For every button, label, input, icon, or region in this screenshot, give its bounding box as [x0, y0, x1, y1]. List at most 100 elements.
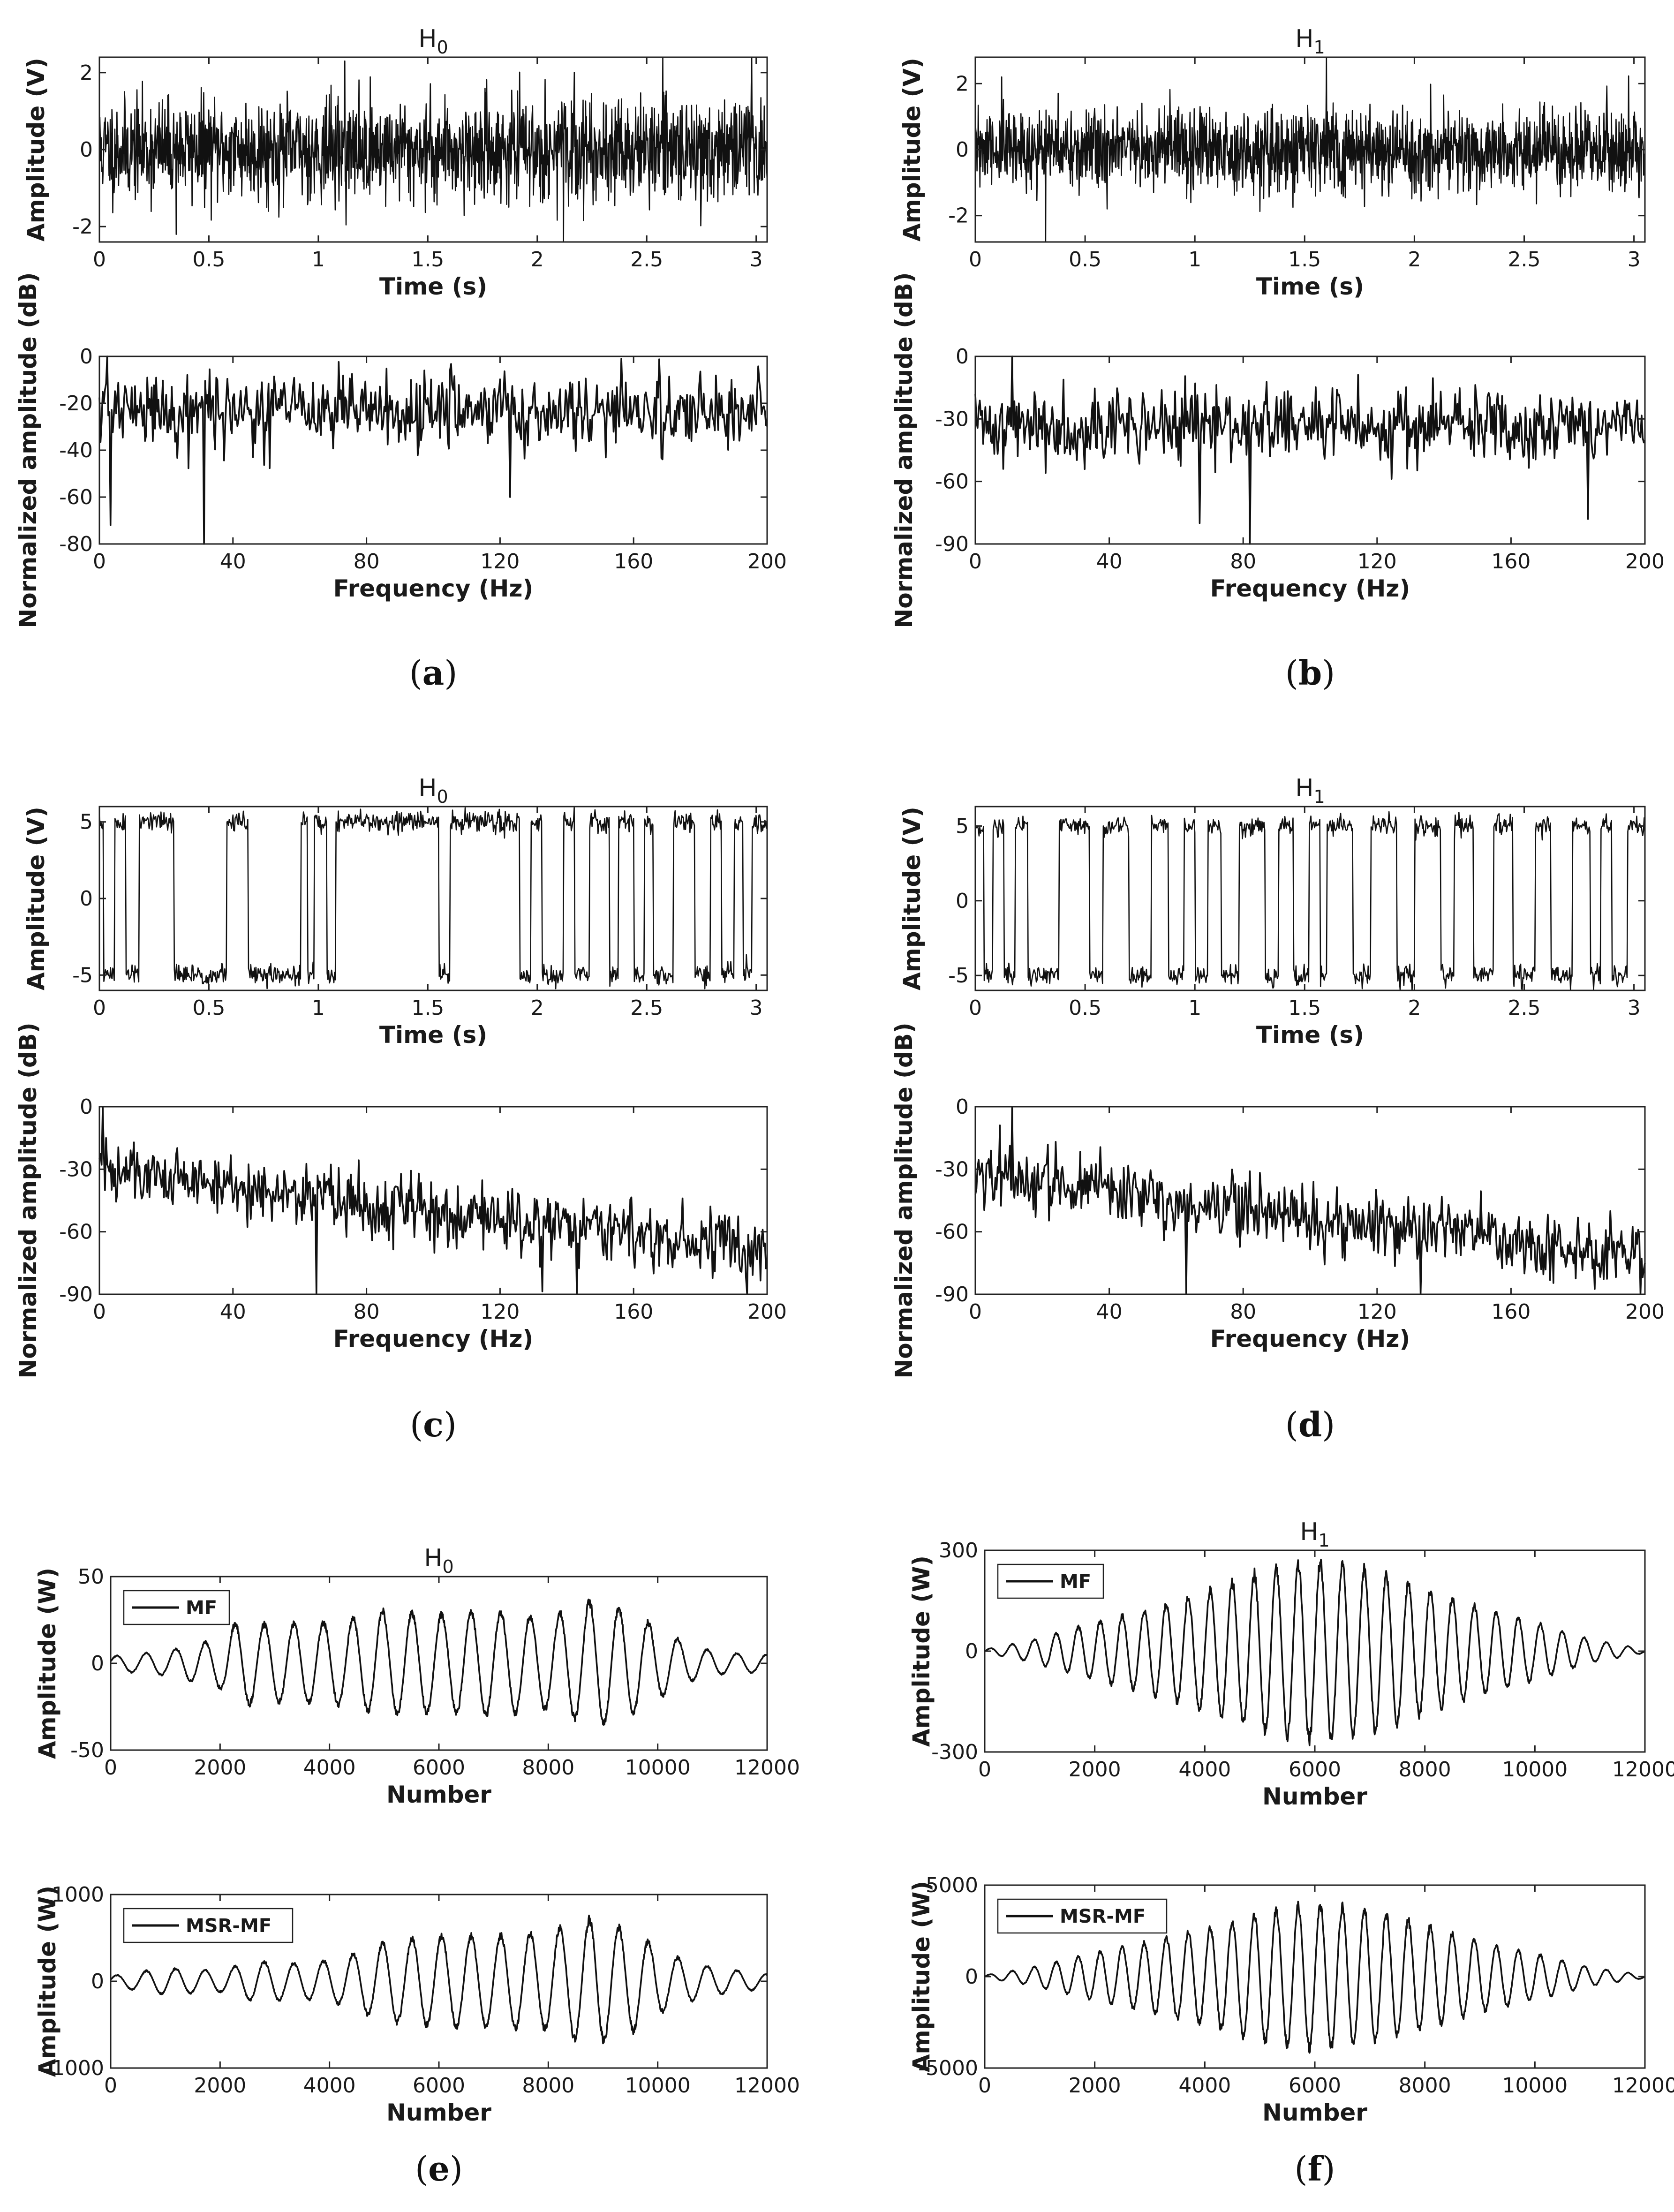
- x-tick-label: 0: [104, 1756, 117, 1780]
- x-tick-label: 1: [1188, 248, 1201, 272]
- y-tick-label: -1000: [44, 2056, 104, 2080]
- y-tick-label: 0: [80, 887, 93, 911]
- caption-letter: d: [1298, 1404, 1322, 1444]
- chart-panel-b_freq: 0 40 80 120 160 200 -90 -60 -30 0 Frequency (Hz) No…: [890, 272, 1665, 628]
- y-tick-label: 0: [956, 889, 969, 913]
- caption-close-paren: ): [444, 653, 457, 693]
- y-tick-label: 0: [91, 1652, 104, 1676]
- chart-panel-f_mf: 0 2000 4000 6000 8000 10000 12000-3000300Numbe…: [908, 1518, 1674, 1810]
- chart-panel-c_freq: 0 40 80 120 160 200 -90 -60 -30 0 Frequency (Hz) No…: [15, 1022, 787, 1378]
- y-tick-label: -90: [59, 1283, 93, 1306]
- panel-title: H1: [1300, 1518, 1329, 1551]
- legend-label: MF: [1060, 1571, 1091, 1593]
- y-tick-label: -80: [59, 532, 93, 556]
- series-line-MSR-MF: [984, 1901, 1645, 2054]
- x-tick-label: 80: [1230, 1300, 1256, 1324]
- x-tick-label: 2.5: [1508, 248, 1540, 272]
- caption-open-paren: (: [410, 1405, 423, 1444]
- y-tick-label: 5: [80, 810, 93, 834]
- y-tick-label: 0: [965, 1639, 978, 1663]
- y-tick-label: -5: [948, 964, 969, 988]
- y-axis-label: Normalized amplitude (dB): [15, 1022, 42, 1378]
- x-tick-label: 6000: [413, 2074, 465, 2098]
- series-line-signal: [974, 56, 1646, 243]
- x-tick-label: 120: [1357, 550, 1397, 574]
- y-tick-label: -5: [72, 963, 93, 987]
- y-tick-label: 0: [80, 345, 93, 369]
- x-tick-label: 80: [354, 550, 380, 574]
- x-tick-label: 0: [969, 248, 982, 272]
- x-axis-label: Frequency (Hz): [1210, 575, 1410, 602]
- y-tick-label: -30: [935, 407, 969, 431]
- x-tick-label: 160: [614, 550, 653, 574]
- x-tick-label: 6000: [413, 1756, 465, 1780]
- y-tick-label: -90: [935, 1283, 969, 1306]
- x-tick-label: 200: [747, 550, 787, 574]
- y-tick-label: -300: [931, 1740, 978, 1764]
- x-tick-label: 1: [312, 248, 325, 272]
- x-axis-label: Time (s): [379, 1021, 487, 1049]
- x-tick-label: 0: [93, 996, 106, 1020]
- y-tick-label: -60: [59, 485, 93, 509]
- x-tick-label: 2: [1408, 996, 1421, 1020]
- caption-letter: c: [423, 1404, 444, 1444]
- caption-close-paren: ): [450, 2149, 463, 2189]
- caption-open-paren: (: [409, 653, 422, 693]
- x-axis-label: Time (s): [1256, 1021, 1364, 1049]
- x-tick-label: 10000: [1502, 1758, 1568, 1782]
- x-axis-label: Number: [386, 2099, 491, 2126]
- x-tick-label: 1.5: [411, 996, 444, 1020]
- x-tick-label: 160: [1491, 550, 1531, 574]
- x-tick-label: 0.5: [192, 248, 225, 272]
- x-tick-label: 3: [750, 248, 763, 272]
- y-axis-label: Normalized amplitude (dB): [890, 272, 918, 628]
- caption-close-paren: ): [1322, 2149, 1335, 2189]
- x-tick-label: 12000: [1612, 2074, 1674, 2098]
- x-tick-label: 0.5: [1069, 248, 1101, 272]
- x-axis-label: Frequency (Hz): [333, 1325, 534, 1352]
- panel-title: H0: [424, 1544, 453, 1577]
- x-tick-label: 2.5: [1508, 996, 1540, 1020]
- caption-close-paren: ): [1322, 653, 1335, 693]
- x-tick-label: 200: [1625, 550, 1665, 574]
- series-line-spectrum: [98, 1106, 768, 1295]
- x-tick-label: 2000: [1069, 1758, 1121, 1782]
- y-axis-label: Normalized amplitude (dB): [15, 272, 42, 628]
- x-tick-label: 2.5: [630, 248, 663, 272]
- panel-title: H1: [1295, 774, 1325, 807]
- x-axis-label: Frequency (Hz): [333, 575, 534, 602]
- x-axis-label: Time (s): [1256, 273, 1364, 300]
- caption-open-paren: (: [415, 2149, 428, 2189]
- x-tick-label: 120: [480, 1300, 520, 1324]
- chart-panel-f_msr: 0 2000 4000 6000 8000 10000 12000-500005000Num…: [908, 1873, 1674, 2126]
- axes-frame: [974, 355, 1646, 545]
- chart-panel-e_mf: 0 2000 4000 6000 8000 10000 12000-50050NumberA…: [34, 1544, 800, 1808]
- panel-title: H0: [418, 774, 448, 807]
- x-tick-label: 8000: [522, 1756, 574, 1780]
- x-tick-label: 4000: [303, 1756, 356, 1780]
- legend-label: MSR-MF: [1060, 1906, 1146, 1927]
- series-line-spectrum: [98, 355, 768, 545]
- x-tick-label: 10000: [625, 1756, 691, 1780]
- y-tick-label: -2: [948, 204, 969, 228]
- caption-close-paren: ): [444, 1405, 457, 1444]
- x-tick-label: 40: [220, 1300, 246, 1324]
- x-tick-label: 2: [531, 996, 544, 1020]
- y-axis-label: Amplitude (V): [898, 58, 926, 242]
- x-tick-label: 3: [750, 996, 763, 1020]
- caption-open-paren: (: [1285, 1405, 1298, 1444]
- y-axis-label: Amplitude (W): [34, 1886, 61, 2077]
- x-tick-label: 0: [969, 996, 982, 1020]
- y-tick-label: -5000: [918, 2056, 978, 2080]
- x-tick-label: 0: [104, 2074, 117, 2098]
- series-line-signal: [975, 811, 1646, 991]
- x-axis-label: Number: [1262, 1783, 1367, 1810]
- y-tick-label: 5: [956, 814, 969, 838]
- y-tick-label: -60: [59, 1220, 93, 1244]
- legend-label: MSR-MF: [186, 1915, 271, 1937]
- x-tick-label: 6000: [1289, 2074, 1341, 2098]
- x-tick-label: 2: [1408, 248, 1421, 272]
